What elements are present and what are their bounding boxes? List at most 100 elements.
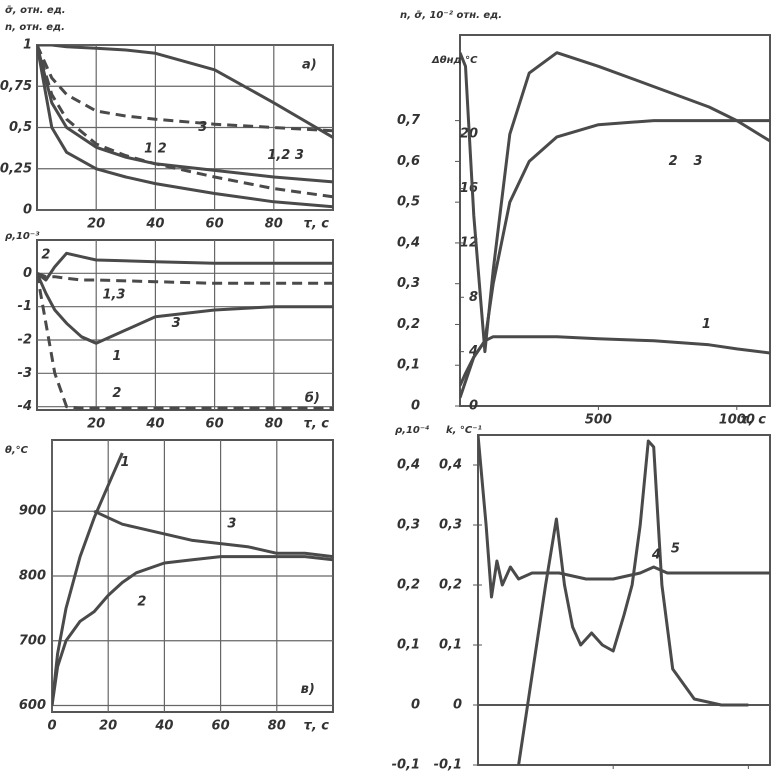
x-tick-label: 60 [206, 417, 224, 432]
y2-tick-label: 0 [453, 698, 462, 713]
data-line [517, 439, 749, 765]
y-tick-label: 0 [411, 399, 420, 414]
x-tick-label: 20 [87, 417, 105, 432]
y2-tick-label: 4 [468, 344, 478, 359]
y-tick-label: 0 [23, 203, 32, 218]
y-tick-label: -1 [18, 299, 32, 314]
x-tick-label: 40 [145, 217, 164, 232]
data-line [37, 45, 333, 133]
annotation: 1 [702, 317, 711, 332]
y-axis-label: ρ,10⁻⁴ [395, 425, 430, 436]
annotation: 1,3 [102, 288, 125, 303]
x-tick-label: 0 [47, 719, 56, 734]
annotation: 3 [172, 316, 181, 331]
y-tick-label: 0,3 [397, 518, 420, 533]
y2-axis-label: Δθнд °C [431, 55, 478, 66]
data-line [37, 271, 333, 285]
y-tick-label: 900 [19, 504, 46, 519]
data-line [478, 435, 770, 599]
annotation: 1 2 [144, 141, 167, 156]
annotation: 1,2 3 [267, 148, 304, 163]
x-tick-label: 20 [87, 217, 105, 232]
y-tick-label: 0,75 [0, 79, 32, 94]
data-line [52, 555, 333, 706]
y2-tick-label: 0,1 [439, 638, 462, 653]
y2-tick-label: 12 [460, 235, 478, 250]
y-tick-label: -4 [18, 399, 32, 414]
y-tick-label: 0,3 [397, 276, 420, 291]
annotation: в) [301, 682, 315, 697]
data-line [37, 45, 333, 139]
data-line [37, 45, 333, 209]
y-tick-label: 700 [19, 633, 46, 648]
data-line [460, 335, 770, 399]
x-tick-label: 60 [212, 719, 230, 734]
y-tick-label: 0,5 [9, 120, 32, 135]
y-tick-label: 0,7 [397, 113, 421, 128]
panel: -0,100,10,20,30,4-0,100,10,20,30,4500100… [392, 425, 771, 771]
x-tick-label: 60 [206, 217, 224, 232]
x-tick-label: 500 [585, 413, 612, 428]
plot-frame [477, 434, 771, 766]
annotation: 5 [671, 542, 680, 557]
y-axis-label: n, σ̄, 10⁻² отн. ед. [400, 10, 502, 21]
x-tick-label: 40 [145, 417, 164, 432]
annotation: 2 [137, 594, 146, 609]
annotation: 1 [112, 349, 121, 364]
panel: 600 700 800 900 0 20 40 60 80 τ, с θ,°C 1 3 2 в) [5, 439, 334, 734]
y-tick-label: 1 [23, 38, 32, 53]
y2-tick-label: -0,1 [434, 758, 462, 771]
y2-tick-label: 0,4 [439, 458, 462, 473]
y-tick-label: -2 [18, 333, 32, 348]
y-axis-label: ρ,10⁻³ [5, 231, 40, 242]
x-tick-label: 80 [265, 417, 283, 432]
annotation: 3 [227, 517, 236, 532]
data-line [93, 509, 333, 559]
x-axis-label: τ, с [304, 217, 330, 232]
annotation: б) [305, 391, 320, 406]
y-tick-label: -0,1 [392, 758, 420, 771]
annotation: 2 [669, 154, 678, 169]
y-tick-label: 0,2 [397, 317, 420, 332]
x-tick-label: 40 [154, 719, 173, 734]
plot-frame [36, 239, 334, 411]
data-line [460, 51, 770, 354]
y-tick-label: 0,4 [397, 235, 420, 250]
y2-tick-label: 0,2 [439, 578, 462, 593]
data-line [460, 119, 770, 387]
y2-tick-label: 0,3 [439, 518, 462, 533]
y-tick-label: 0,2 [397, 578, 420, 593]
y-axis-label: σ̄, отн. ед. [5, 5, 66, 16]
data-line [37, 251, 333, 282]
y-tick-label: 0,4 [397, 458, 420, 473]
data-line [37, 45, 333, 184]
x-tick-label: 1000 [719, 413, 755, 428]
annotation: 3 [198, 120, 207, 135]
y-axis-label: θ,°C [5, 445, 29, 456]
data-line [37, 45, 333, 199]
x-tick-label: 80 [265, 217, 283, 232]
annotation: 4 [651, 548, 661, 563]
y-tick-label: 0 [23, 266, 32, 281]
annotation: 3 [694, 154, 703, 169]
x-axis-label: τ, с [741, 413, 767, 428]
plot-frame [459, 34, 771, 407]
annotation: а) [302, 57, 317, 72]
y-tick-label: 0,6 [397, 154, 420, 169]
annotation: 1 [121, 455, 130, 470]
x-tick-label: 20 [99, 719, 117, 734]
y-tick-label: -3 [18, 366, 32, 381]
y2-tick-label: 0 [469, 399, 478, 414]
y-tick-label: 0,25 [0, 161, 32, 176]
y2-tick-label: 8 [469, 290, 478, 305]
y-axis-label: n, отн. ед. [5, 22, 65, 33]
x-axis-label: τ, с [304, 719, 330, 734]
y-tick-label: 0,1 [397, 358, 420, 373]
panel: 0 0,25 0,5 0,75 1 20 40 60 80 τ, с σ̄, отн. ед. n, … [0, 5, 334, 232]
y-tick-label: 0,5 [397, 195, 420, 210]
data-line [37, 273, 333, 410]
x-axis-label: τ, с [304, 417, 330, 432]
